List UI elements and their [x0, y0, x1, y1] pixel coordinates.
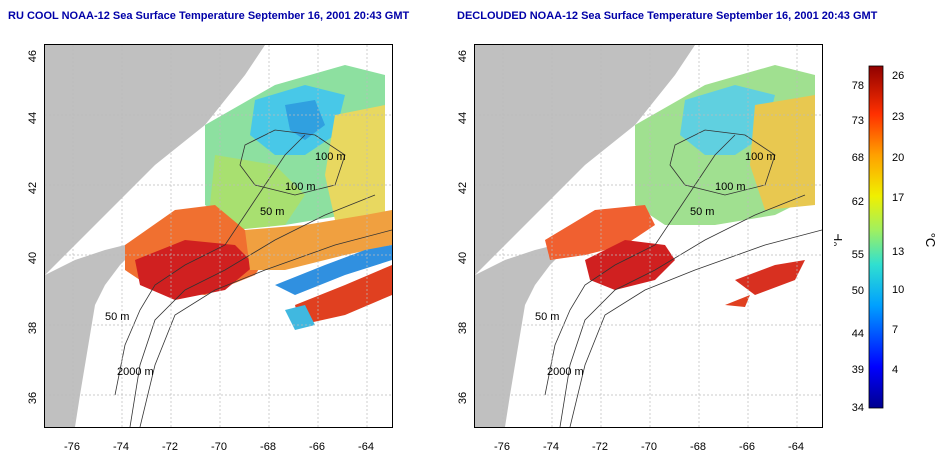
celsius-tick: 13	[892, 246, 904, 258]
svg-text:-66: -66	[739, 441, 755, 453]
svg-text:-74: -74	[543, 441, 559, 453]
left-lon-axis: -76 -74 -72 -70 -68 -66 -64	[64, 441, 374, 453]
colorbar: 78 73 68 62 55 50 44 39 34 26 23 20 17 1…	[834, 65, 938, 414]
isobath-2000m	[139, 229, 392, 427]
celsius-tick: 4	[892, 364, 898, 376]
fahrenheit-tick: 39	[852, 364, 864, 376]
celsius-tick: 10	[892, 284, 904, 296]
contour-label-2000m: 2000 m	[547, 366, 584, 378]
isobath-2000m	[569, 229, 822, 427]
celsius-tick: 20	[892, 152, 904, 164]
celsius-tick: 26	[892, 70, 904, 82]
fahrenheit-unit-label: °F	[834, 233, 845, 246]
svg-text:44: 44	[27, 112, 39, 124]
svg-text:-68: -68	[260, 441, 276, 453]
right-map-panel: 100 m 100 m 50 m 50 m 2000 m	[474, 44, 823, 428]
sst-cold-core	[680, 85, 775, 155]
svg-text:46: 46	[27, 50, 39, 62]
colorbar-gradient	[868, 65, 884, 409]
contour-label-50m: 50 m	[690, 206, 714, 218]
right-lon-axis: -76 -74 -72 -70 -68 -66 -64	[494, 441, 804, 453]
svg-text:-70: -70	[641, 441, 657, 453]
fahrenheit-tick: 55	[852, 249, 864, 261]
contour-label-100m: 100 m	[745, 151, 776, 163]
left-map-title: RU COOL NOAA-12 Sea Surface Temperature …	[8, 10, 410, 22]
celsius-tick: 23	[892, 111, 904, 123]
land	[45, 45, 265, 275]
celsius-unit-label: °C	[923, 233, 938, 248]
svg-text:42: 42	[457, 182, 469, 194]
sst-warm-patch	[725, 295, 750, 307]
isobath-100m	[559, 194, 806, 427]
sst-hot-core	[585, 240, 675, 290]
left-sst-map: 100 m 100 m 50 m 50 m 2000 m	[45, 45, 392, 427]
isobath-100m	[129, 194, 376, 427]
fahrenheit-tick: 62	[852, 196, 864, 208]
sst-warm-band	[295, 265, 392, 325]
contour-label-50m: 50 m	[535, 311, 559, 323]
fahrenheit-tick: 50	[852, 285, 864, 297]
svg-text:42: 42	[27, 182, 39, 194]
svg-text:-72: -72	[592, 441, 608, 453]
left-lat-axis: 46 44 42 40 38 36	[27, 50, 39, 404]
left-map-panel: 100 m 100 m 50 m 50 m 2000 m	[44, 44, 393, 428]
land	[475, 245, 565, 427]
svg-text:44: 44	[457, 112, 469, 124]
contour-label-50m: 50 m	[260, 206, 284, 218]
svg-text:-66: -66	[309, 441, 325, 453]
svg-text:-68: -68	[690, 441, 706, 453]
fahrenheit-tick: 73	[852, 115, 864, 127]
contour-label-100m: 100 m	[715, 181, 746, 193]
svg-text:40: 40	[27, 252, 39, 264]
sst-green-region	[210, 155, 305, 230]
sst-yellow-region	[325, 105, 385, 220]
svg-text:-70: -70	[211, 441, 227, 453]
svg-text:46: 46	[457, 50, 469, 62]
contour-label-2000m: 2000 m	[117, 366, 154, 378]
contour-label-100m: 100 m	[285, 181, 316, 193]
svg-text:-74: -74	[113, 441, 129, 453]
sst-warm-region	[545, 205, 655, 260]
svg-text:-64: -64	[788, 441, 804, 453]
sst-cold-core	[285, 100, 325, 140]
fahrenheit-tick: 34	[852, 402, 864, 414]
land	[475, 45, 695, 275]
contour-label-100m: 100 m	[315, 151, 346, 163]
celsius-tick: 7	[892, 324, 898, 336]
svg-text:38: 38	[27, 322, 39, 334]
fahrenheit-tick: 44	[852, 328, 864, 340]
celsius-tick: 17	[892, 192, 904, 204]
sst-cool-patch	[285, 305, 315, 330]
right-sst-map: 100 m 100 m 50 m 50 m 2000 m	[475, 45, 822, 427]
contour-label-50m: 50 m	[105, 311, 129, 323]
sst-cloud-edge	[275, 245, 392, 295]
svg-text:36: 36	[27, 392, 39, 404]
svg-text:-76: -76	[64, 441, 80, 453]
fahrenheit-tick: 68	[852, 152, 864, 164]
right-lat-axis: 46 44 42 40 38 36	[457, 50, 469, 404]
fahrenheit-tick: 78	[852, 80, 864, 92]
svg-text:38: 38	[457, 322, 469, 334]
svg-text:-76: -76	[494, 441, 510, 453]
sst-warm-patch	[735, 260, 805, 295]
right-map-title: DECLOUDED NOAA-12 Sea Surface Temperatur…	[457, 10, 878, 22]
svg-text:40: 40	[457, 252, 469, 264]
svg-text:-64: -64	[358, 441, 374, 453]
svg-text:-72: -72	[162, 441, 178, 453]
land	[45, 245, 135, 427]
svg-text:36: 36	[457, 392, 469, 404]
